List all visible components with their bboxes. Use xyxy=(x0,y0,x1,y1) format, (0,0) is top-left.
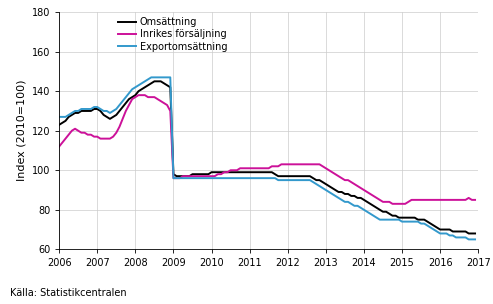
Inrikes försäljning xyxy=(199,174,205,178)
Omsättning xyxy=(151,80,157,83)
Inrikes försäljning xyxy=(91,135,97,139)
Omsättning xyxy=(186,174,192,178)
Exportomsättning xyxy=(107,111,113,115)
Inrikes försäljning xyxy=(472,198,478,202)
Omsättning xyxy=(107,117,113,121)
Omsättning xyxy=(396,216,402,219)
Text: Källa: Statistikcentralen: Källa: Statistikcentralen xyxy=(10,288,127,298)
Legend: Omsättning, Inrikes försäljning, Exportomsättning: Omsättning, Inrikes försäljning, Exporto… xyxy=(118,17,227,52)
Exportomsättning xyxy=(466,238,472,241)
Inrikes försäljning xyxy=(136,93,141,97)
Exportomsättning xyxy=(472,238,478,241)
Omsättning xyxy=(393,214,399,218)
Omsättning xyxy=(466,232,472,235)
Exportomsättning xyxy=(393,218,399,221)
Exportomsättning xyxy=(396,218,402,221)
Exportomsättning xyxy=(148,76,154,79)
Exportomsättning xyxy=(91,105,97,109)
Omsättning xyxy=(199,172,205,176)
Line: Inrikes försäljning: Inrikes försäljning xyxy=(59,95,475,204)
Line: Exportomsättning: Exportomsättning xyxy=(59,78,475,240)
Inrikes försäljning xyxy=(186,174,192,178)
Inrikes försäljning xyxy=(389,202,395,206)
Omsättning xyxy=(91,107,97,111)
Y-axis label: Index (2010=100): Index (2010=100) xyxy=(16,80,26,181)
Inrikes försäljning xyxy=(396,202,402,206)
Omsättning xyxy=(56,123,62,127)
Exportomsättning xyxy=(199,176,205,180)
Line: Omsättning: Omsättning xyxy=(59,81,475,233)
Inrikes försäljning xyxy=(56,145,62,148)
Inrikes försäljning xyxy=(399,202,405,206)
Exportomsättning xyxy=(56,115,62,119)
Inrikes försäljning xyxy=(107,137,113,140)
Omsättning xyxy=(472,232,478,235)
Exportomsättning xyxy=(186,176,192,180)
